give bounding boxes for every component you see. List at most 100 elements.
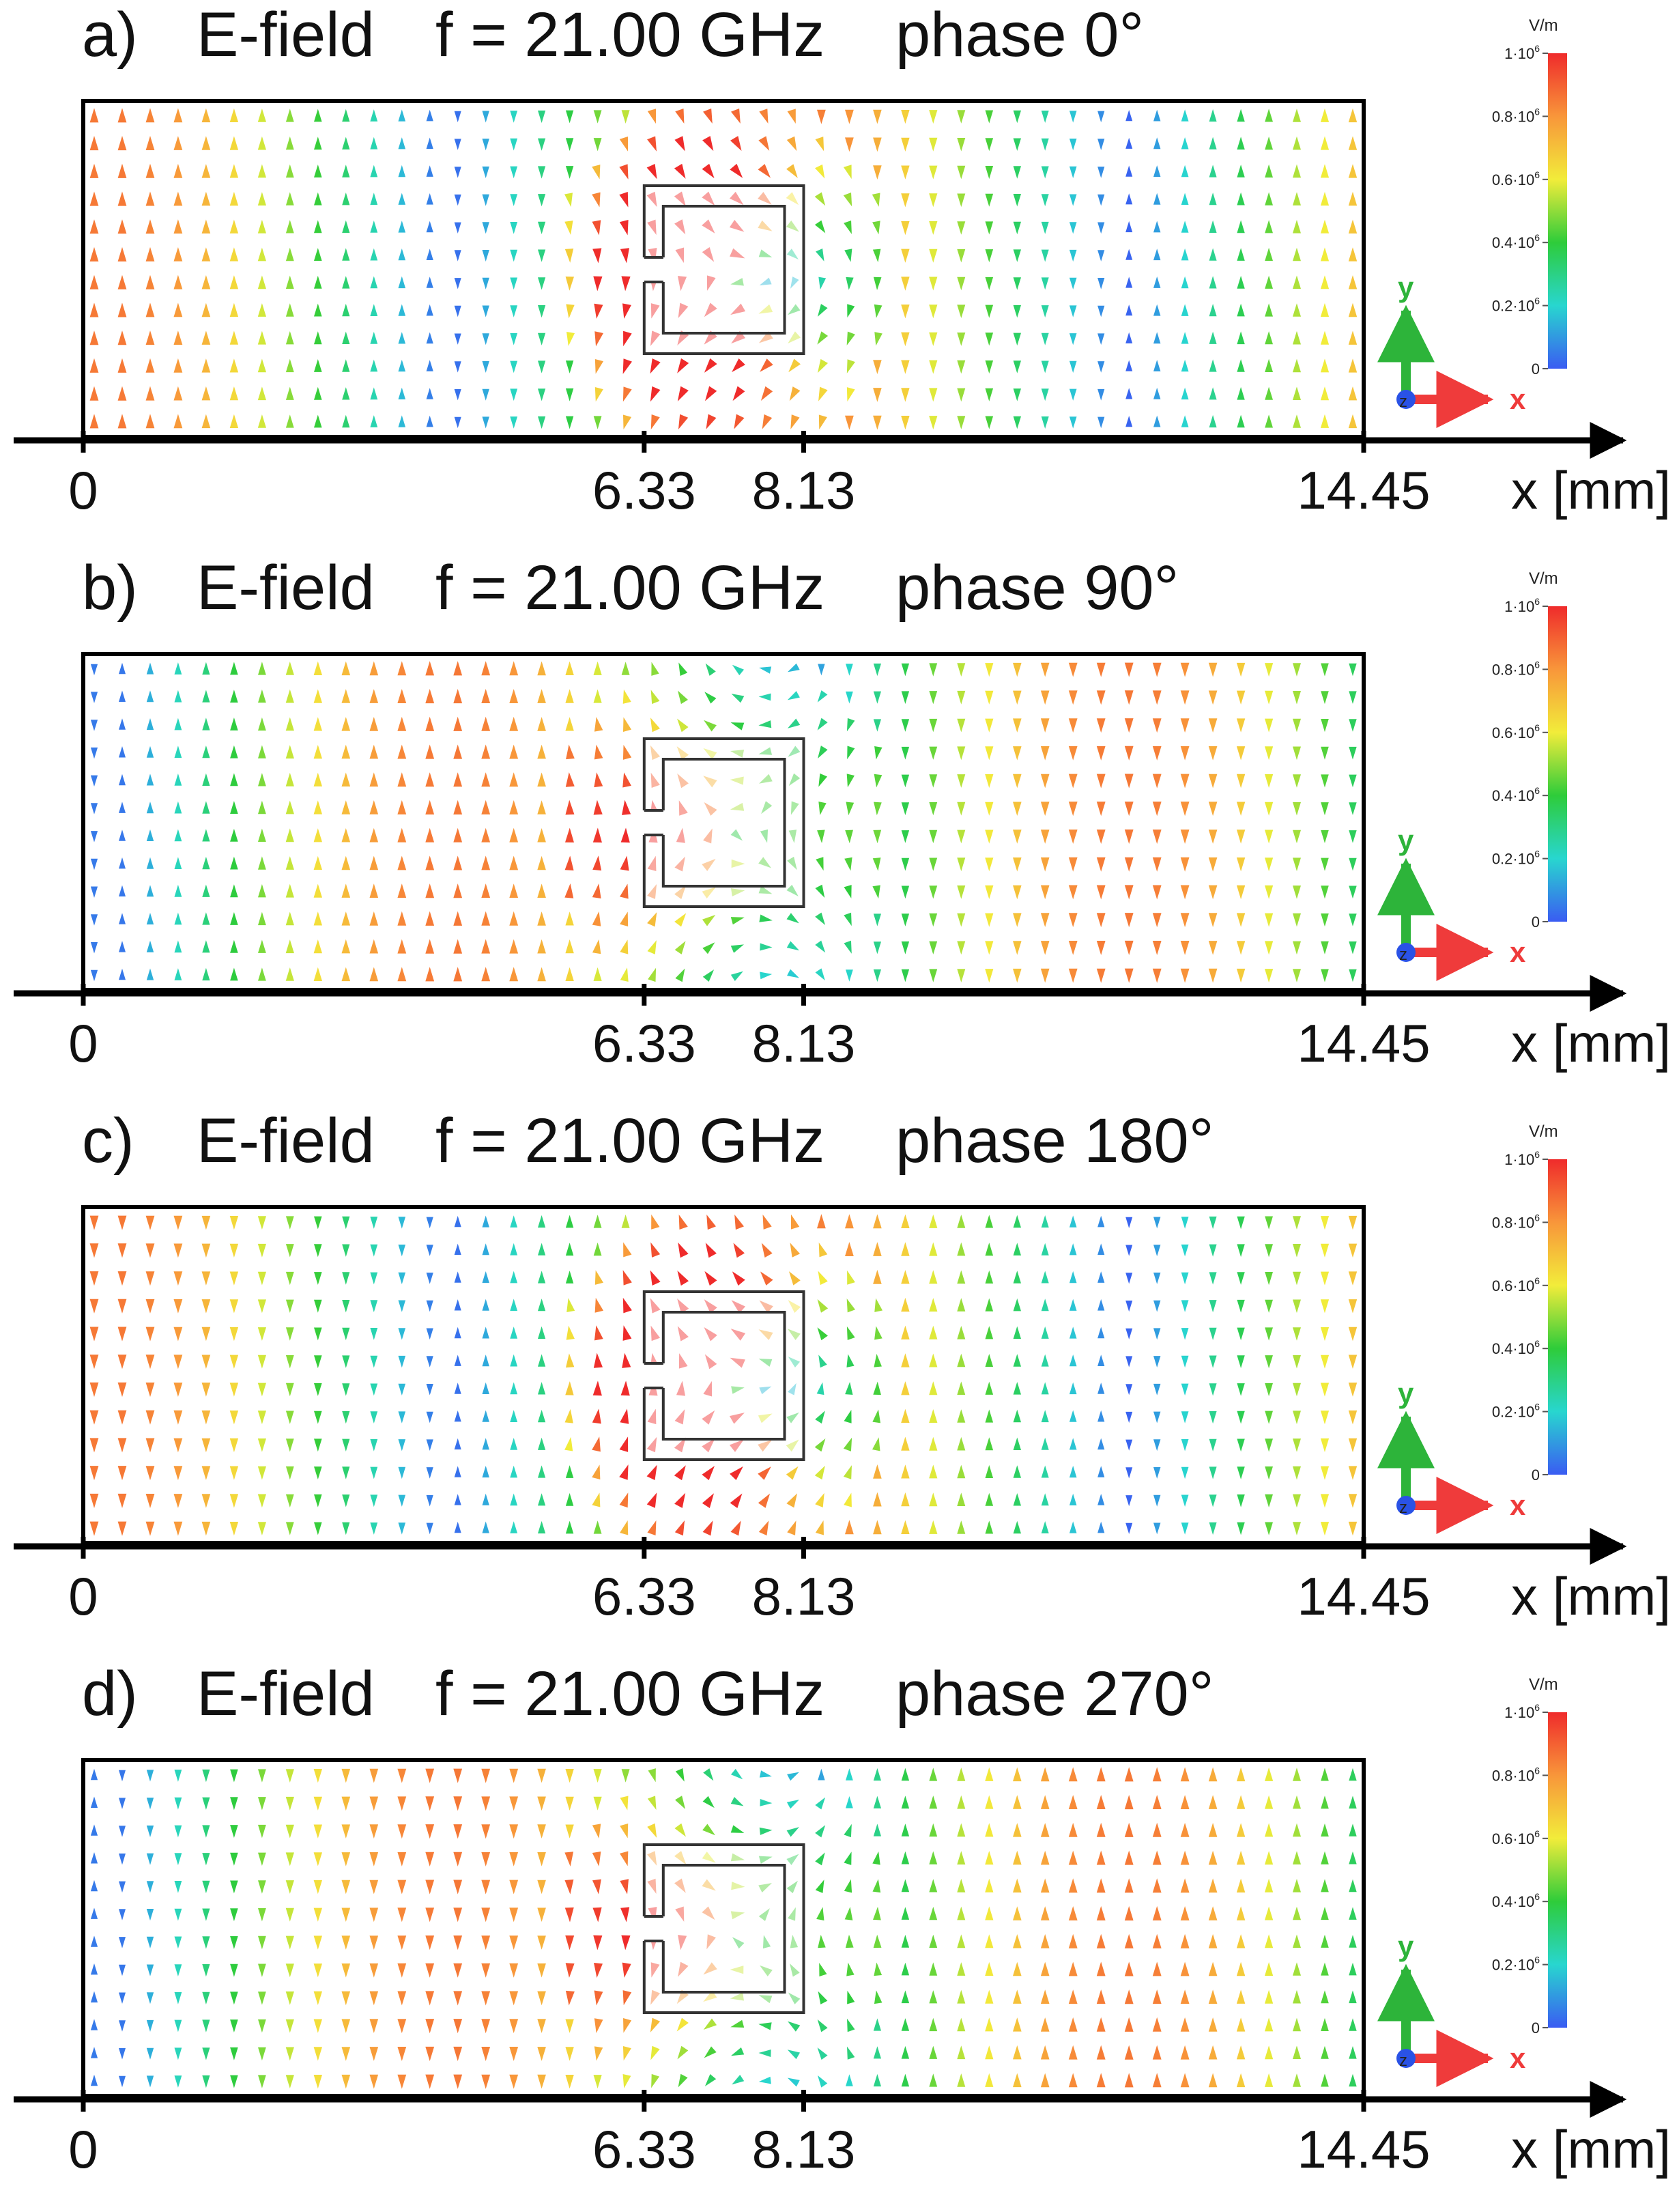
field-arrow — [873, 1520, 882, 1535]
field-arrow — [1181, 1355, 1189, 1368]
field-arrow — [117, 1355, 127, 1370]
field-arrow — [454, 1466, 461, 1477]
field-arrow — [1040, 941, 1050, 955]
field-arrow — [730, 722, 745, 731]
field-arrow — [313, 1494, 322, 1507]
field-arrow — [509, 2074, 519, 2089]
field-arrow — [1209, 165, 1217, 178]
field-arrow — [89, 302, 99, 317]
field-arrow — [847, 304, 855, 318]
field-arrow — [342, 193, 350, 205]
field-arrow — [1237, 248, 1245, 261]
field-arrow — [119, 830, 126, 841]
field-arrow — [1208, 968, 1218, 983]
field-arrow — [873, 1464, 882, 1479]
field-arrow — [1293, 1382, 1301, 1397]
field-arrow — [1293, 885, 1301, 899]
field-arrow — [229, 1494, 239, 1508]
field-arrow — [1068, 941, 1078, 955]
field-arrow — [257, 219, 266, 233]
field-arrow — [846, 2074, 853, 2086]
field-arrow — [454, 1299, 461, 1311]
field-arrow — [620, 1796, 629, 1811]
field-arrow — [482, 1466, 489, 1478]
field-arrow — [1349, 802, 1357, 815]
field-arrow — [1320, 1466, 1330, 1480]
field-arrow — [1208, 1933, 1218, 1948]
field-arrow — [929, 2073, 938, 2087]
field-arrow — [1348, 219, 1358, 233]
field-arrow — [647, 940, 657, 954]
field-arrow — [929, 1906, 938, 1920]
field-arrow — [230, 2075, 238, 2088]
field-arrow — [341, 1880, 351, 1895]
resonator-outer-ring — [642, 737, 805, 908]
field-arrow — [1181, 304, 1189, 316]
field-arrow — [398, 137, 406, 150]
field-arrow — [1013, 1437, 1022, 1451]
field-arrow — [1293, 164, 1301, 178]
field-arrow — [622, 303, 631, 319]
field-arrow — [482, 166, 489, 178]
field-arrow — [758, 693, 771, 701]
field-arrow — [146, 718, 154, 731]
field-arrow — [1293, 1327, 1301, 1341]
x-axis-tick-label: 14.45 — [1297, 1566, 1430, 1626]
field-arrow — [1180, 690, 1190, 705]
field-arrow — [257, 1824, 266, 1839]
field-arrow — [623, 330, 632, 347]
field-arrow — [957, 690, 966, 705]
field-arrow — [564, 883, 574, 898]
field-arrow — [1040, 802, 1050, 817]
field-arrow — [453, 855, 463, 870]
field-arrow — [874, 1326, 882, 1340]
field-arrow — [732, 1271, 745, 1286]
field-arrow — [509, 967, 519, 982]
field-arrow — [1096, 746, 1106, 761]
field-arrow — [1321, 1962, 1329, 1976]
field-arrow — [119, 2048, 126, 2060]
field-arrow — [146, 885, 154, 897]
field-arrow — [1237, 1438, 1245, 1452]
field-arrow — [1349, 1935, 1357, 1948]
field-arrow — [844, 1852, 852, 1865]
field-arrow — [1125, 1328, 1133, 1339]
field-arrow — [1180, 1961, 1190, 1976]
field-arrow — [929, 746, 938, 760]
field-arrow — [1320, 1438, 1330, 1453]
field-arrow — [1237, 1327, 1245, 1341]
field-arrow — [1293, 2017, 1301, 2032]
field-arrow — [1125, 332, 1133, 343]
field-arrow — [762, 414, 773, 429]
field-arrow — [398, 1272, 406, 1285]
field-arrow — [646, 164, 657, 180]
field-arrow — [201, 358, 211, 373]
field-arrow — [1153, 304, 1161, 316]
field-arrow — [230, 773, 238, 786]
field-arrow — [257, 1963, 266, 1977]
field-arrow — [704, 1271, 717, 1286]
field-arrow — [173, 386, 183, 401]
field-arrow — [957, 416, 966, 429]
field-arrow — [1041, 1382, 1049, 1395]
field-arrow — [929, 1325, 938, 1339]
field-arrow — [229, 386, 239, 401]
field-arrow — [957, 1270, 966, 1284]
field-arrow — [1236, 746, 1246, 761]
field-arrow — [145, 246, 155, 261]
field-arrow — [565, 1824, 574, 1839]
field-arrow — [257, 1299, 266, 1314]
field-arrow — [1041, 194, 1049, 207]
field-arrow — [985, 1298, 994, 1311]
field-arrow — [929, 1934, 938, 1948]
field-arrow — [201, 1243, 211, 1258]
field-arrow — [174, 1770, 182, 1782]
field-arrow — [651, 2073, 660, 2088]
field-arrow — [509, 855, 519, 870]
field-arrow — [285, 1466, 294, 1480]
field-arrow — [592, 248, 602, 264]
field-arrow — [174, 1908, 182, 1921]
field-arrow — [398, 1217, 406, 1229]
field-arrow — [1208, 746, 1218, 761]
field-arrow — [313, 1410, 322, 1424]
